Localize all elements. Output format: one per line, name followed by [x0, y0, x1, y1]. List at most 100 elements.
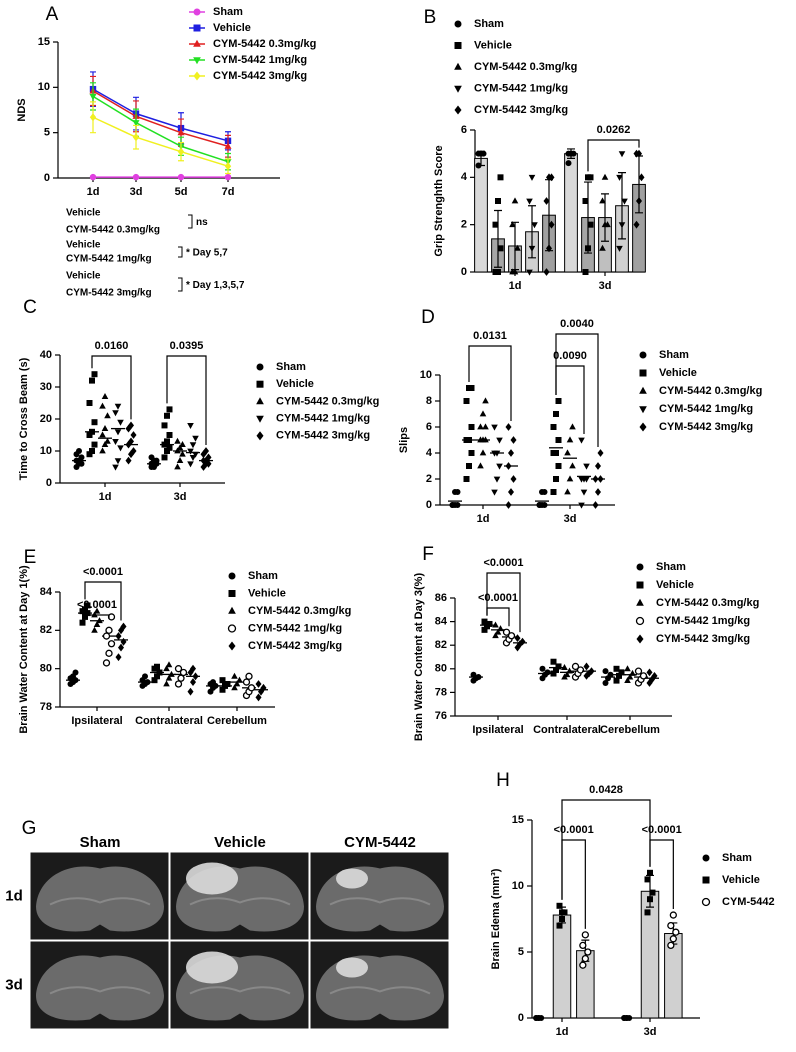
legend-label: CYM-5442 1mg/kg — [659, 403, 753, 415]
significance-bracket — [561, 839, 586, 929]
brain-detail — [329, 986, 431, 995]
data-point — [578, 437, 585, 444]
data-point — [224, 681, 231, 687]
significance-bracket — [166, 355, 207, 445]
data-point — [555, 463, 562, 469]
data-point — [101, 393, 109, 399]
x-tick-label: Contralateral — [135, 715, 203, 727]
data-point — [580, 489, 588, 496]
data-point — [493, 476, 501, 483]
legend-label: Vehicle — [722, 874, 760, 886]
series-line — [92, 95, 229, 163]
data-point — [581, 931, 589, 939]
data-point — [91, 371, 98, 378]
brain-detail — [49, 897, 151, 906]
data-point — [190, 664, 196, 673]
significance-bracket — [486, 607, 510, 627]
data-point — [79, 619, 86, 626]
data-point — [174, 680, 183, 688]
data-point — [255, 693, 262, 702]
data-point — [570, 150, 577, 157]
data-point — [646, 668, 653, 677]
data-point — [555, 437, 562, 443]
comparison-bracket — [178, 277, 183, 292]
legend-marker — [702, 854, 710, 862]
series-line — [92, 88, 229, 142]
significance-bracket — [468, 345, 512, 421]
data-point — [497, 174, 504, 181]
data-point — [502, 628, 511, 636]
legend-marker — [193, 71, 201, 81]
data-point — [623, 1015, 630, 1021]
panel-letter: E — [24, 547, 37, 568]
data-point — [497, 625, 504, 632]
data-point — [177, 674, 185, 682]
legend-label: CYM-5442 3mg/kg — [659, 421, 753, 433]
data-point — [559, 909, 565, 916]
data-point — [616, 174, 623, 181]
comparison-result: ns — [196, 217, 208, 228]
data-point — [120, 622, 127, 631]
data-point — [91, 441, 98, 448]
data-point — [168, 670, 175, 677]
bar — [564, 153, 578, 273]
significance-label: 0.0395 — [170, 340, 204, 352]
data-point — [82, 606, 88, 613]
y-tick-label: 8 — [426, 395, 432, 407]
data-point — [203, 447, 209, 455]
data-point — [514, 634, 521, 643]
data-point — [260, 683, 267, 692]
data-point — [176, 444, 184, 451]
x-tick-label: 3d — [599, 280, 612, 292]
x-tick-label: 1d — [87, 186, 100, 198]
data-point — [505, 501, 512, 509]
data-point — [255, 680, 262, 688]
x-tick-label: 5d — [175, 186, 188, 198]
data-point — [492, 221, 499, 228]
comparison-result: * Day 5,7 — [186, 248, 228, 259]
data-point — [566, 667, 573, 674]
data-point — [550, 424, 557, 430]
data-point — [578, 502, 585, 509]
data-point — [672, 928, 680, 936]
data-point — [454, 489, 461, 495]
data-point — [189, 455, 197, 461]
data-point — [190, 678, 196, 686]
data-point — [187, 423, 194, 429]
legend-marker — [454, 85, 462, 93]
panel-letter: D — [421, 307, 435, 328]
row-label: 1d — [5, 887, 23, 904]
data-point — [163, 665, 170, 672]
data-point — [597, 475, 604, 483]
legend-marker — [639, 386, 647, 394]
legend-marker — [639, 422, 647, 432]
data-point — [475, 162, 482, 169]
data-point — [187, 461, 194, 468]
x-tick-label: 1d — [99, 491, 112, 503]
data-point — [89, 448, 95, 454]
data-point — [588, 667, 595, 676]
data-point — [602, 679, 609, 686]
data-point — [478, 150, 484, 157]
y-tick-label: 76 — [435, 710, 447, 722]
data-point — [553, 411, 559, 417]
data-point — [624, 665, 631, 672]
data-point — [495, 198, 501, 204]
data-point — [613, 665, 620, 672]
data-point — [618, 669, 625, 676]
data-point — [569, 462, 576, 469]
data-point — [526, 198, 533, 205]
y-tick-label: 6 — [461, 124, 467, 136]
data-point — [497, 245, 504, 252]
data-point — [177, 128, 185, 136]
legend-marker — [639, 406, 647, 414]
data-point — [236, 676, 243, 683]
legend-label: CYM-5442 3mg/kg — [656, 633, 750, 645]
data-point — [224, 142, 232, 149]
data-point — [526, 269, 533, 276]
data-point — [493, 450, 501, 457]
data-point — [99, 447, 106, 454]
data-point — [579, 961, 587, 969]
data-point — [164, 412, 170, 419]
